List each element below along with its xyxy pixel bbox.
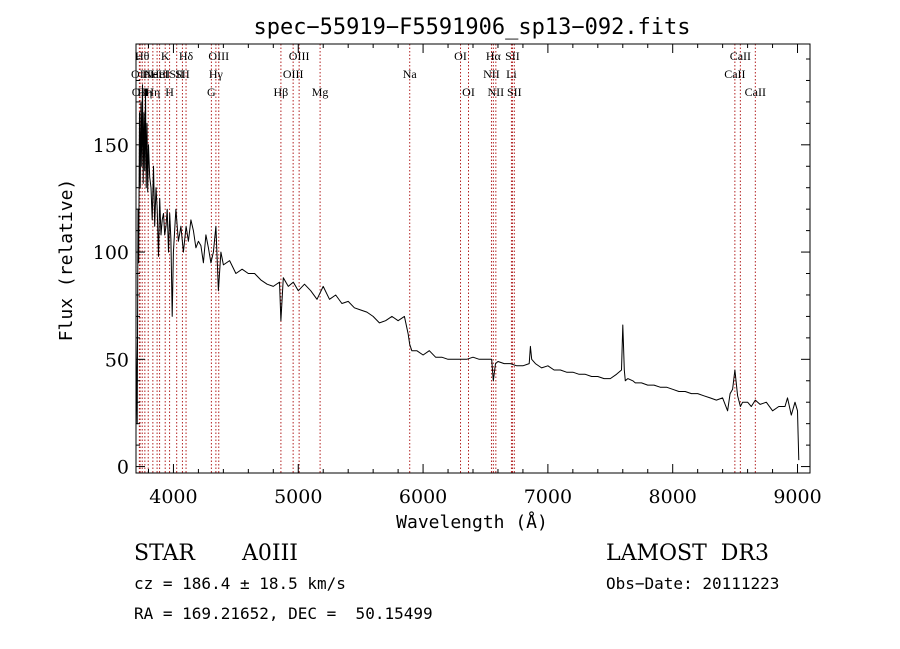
line-label-29: CaII — [724, 67, 745, 81]
line-label-6: NeIII — [144, 67, 170, 81]
y-tick-label-100: 100 — [93, 242, 129, 264]
chart-title: spec−55919−F5591906_sp13−092.fits — [253, 15, 690, 40]
y-axis-label: Flux (relative) — [56, 179, 77, 342]
line-label-7: HeI — [151, 67, 169, 81]
line-label-19: Mg — [312, 85, 329, 99]
line-label-10: SII — [169, 67, 184, 81]
spectrum-line — [135, 84, 800, 461]
observation-date: Obs−Date: 20111223 — [606, 574, 779, 593]
survey-name: LAMOST DR3 — [606, 541, 769, 566]
line-label-21: OI — [454, 49, 467, 63]
line-label-5: Hη — [145, 85, 160, 99]
line-label-9: H — [165, 85, 174, 99]
y-tick-label-150: 150 — [93, 135, 129, 157]
line-markers — [138, 44, 756, 473]
line-label-23: NII — [483, 67, 500, 81]
x-tick-label-5000: 5000 — [274, 486, 322, 508]
line-label-3: Hη — [137, 85, 152, 99]
spectral-subclass: A0III — [241, 541, 298, 566]
line-label-26: Li — [506, 67, 517, 81]
line-label-11: SII — [175, 67, 190, 81]
y-tick-label-50: 50 — [105, 349, 129, 371]
line-label-20: Na — [403, 67, 418, 81]
line-label-12: Hδ — [179, 49, 194, 63]
x-tick-label-9000: 9000 — [773, 486, 821, 508]
line-label-25: NII — [488, 85, 505, 99]
redshift-value: cz = 186.4 ± 18.5 km/s — [134, 574, 346, 593]
line-label-8: K — [161, 49, 170, 63]
x-tick-label-7000: 7000 — [524, 486, 572, 508]
x-tick-label-6000: 6000 — [399, 486, 447, 508]
line-label-13: G — [207, 85, 216, 99]
x-axis-label: Wavelength (Å) — [396, 511, 548, 533]
line-label-31: CaII — [745, 85, 766, 99]
line-label-2: Hθ — [135, 49, 150, 63]
line-label-15: OIII — [208, 49, 229, 63]
sky-coordinates: RA = 169.21652, DEC = 50.15499 — [134, 604, 433, 623]
line-label-18: OIII — [289, 49, 310, 63]
object-class: STAR — [134, 541, 196, 566]
line-label-27: SII — [505, 49, 520, 63]
line-label-22: OI — [462, 85, 475, 99]
axis-tick-labels: 4000 5000 6000 7000 8000 9000 0 50 100 150 — [93, 135, 822, 508]
line-label-14: Hγ — [209, 67, 224, 81]
line-label-30: CaII — [730, 49, 751, 63]
line-label-4: Hι — [142, 67, 155, 81]
line-label-0: OII — [131, 67, 148, 81]
x-tick-label-8000: 8000 — [649, 486, 697, 508]
line-labels: OIIOIIHθHηHιHηNeIIIHeIKHSIISIIHδGHγOIIIH… — [131, 49, 766, 99]
line-label-16: Hβ — [274, 85, 289, 99]
line-label-24: Hα — [486, 49, 502, 63]
line-label-17: OIII — [283, 67, 304, 81]
plot-frame — [135, 43, 811, 474]
y-tick-label-0: 0 — [117, 457, 129, 479]
line-label-28: SII — [507, 85, 522, 99]
x-tick-label-4000: 4000 — [149, 486, 197, 508]
axis-ticks — [136, 44, 810, 473]
